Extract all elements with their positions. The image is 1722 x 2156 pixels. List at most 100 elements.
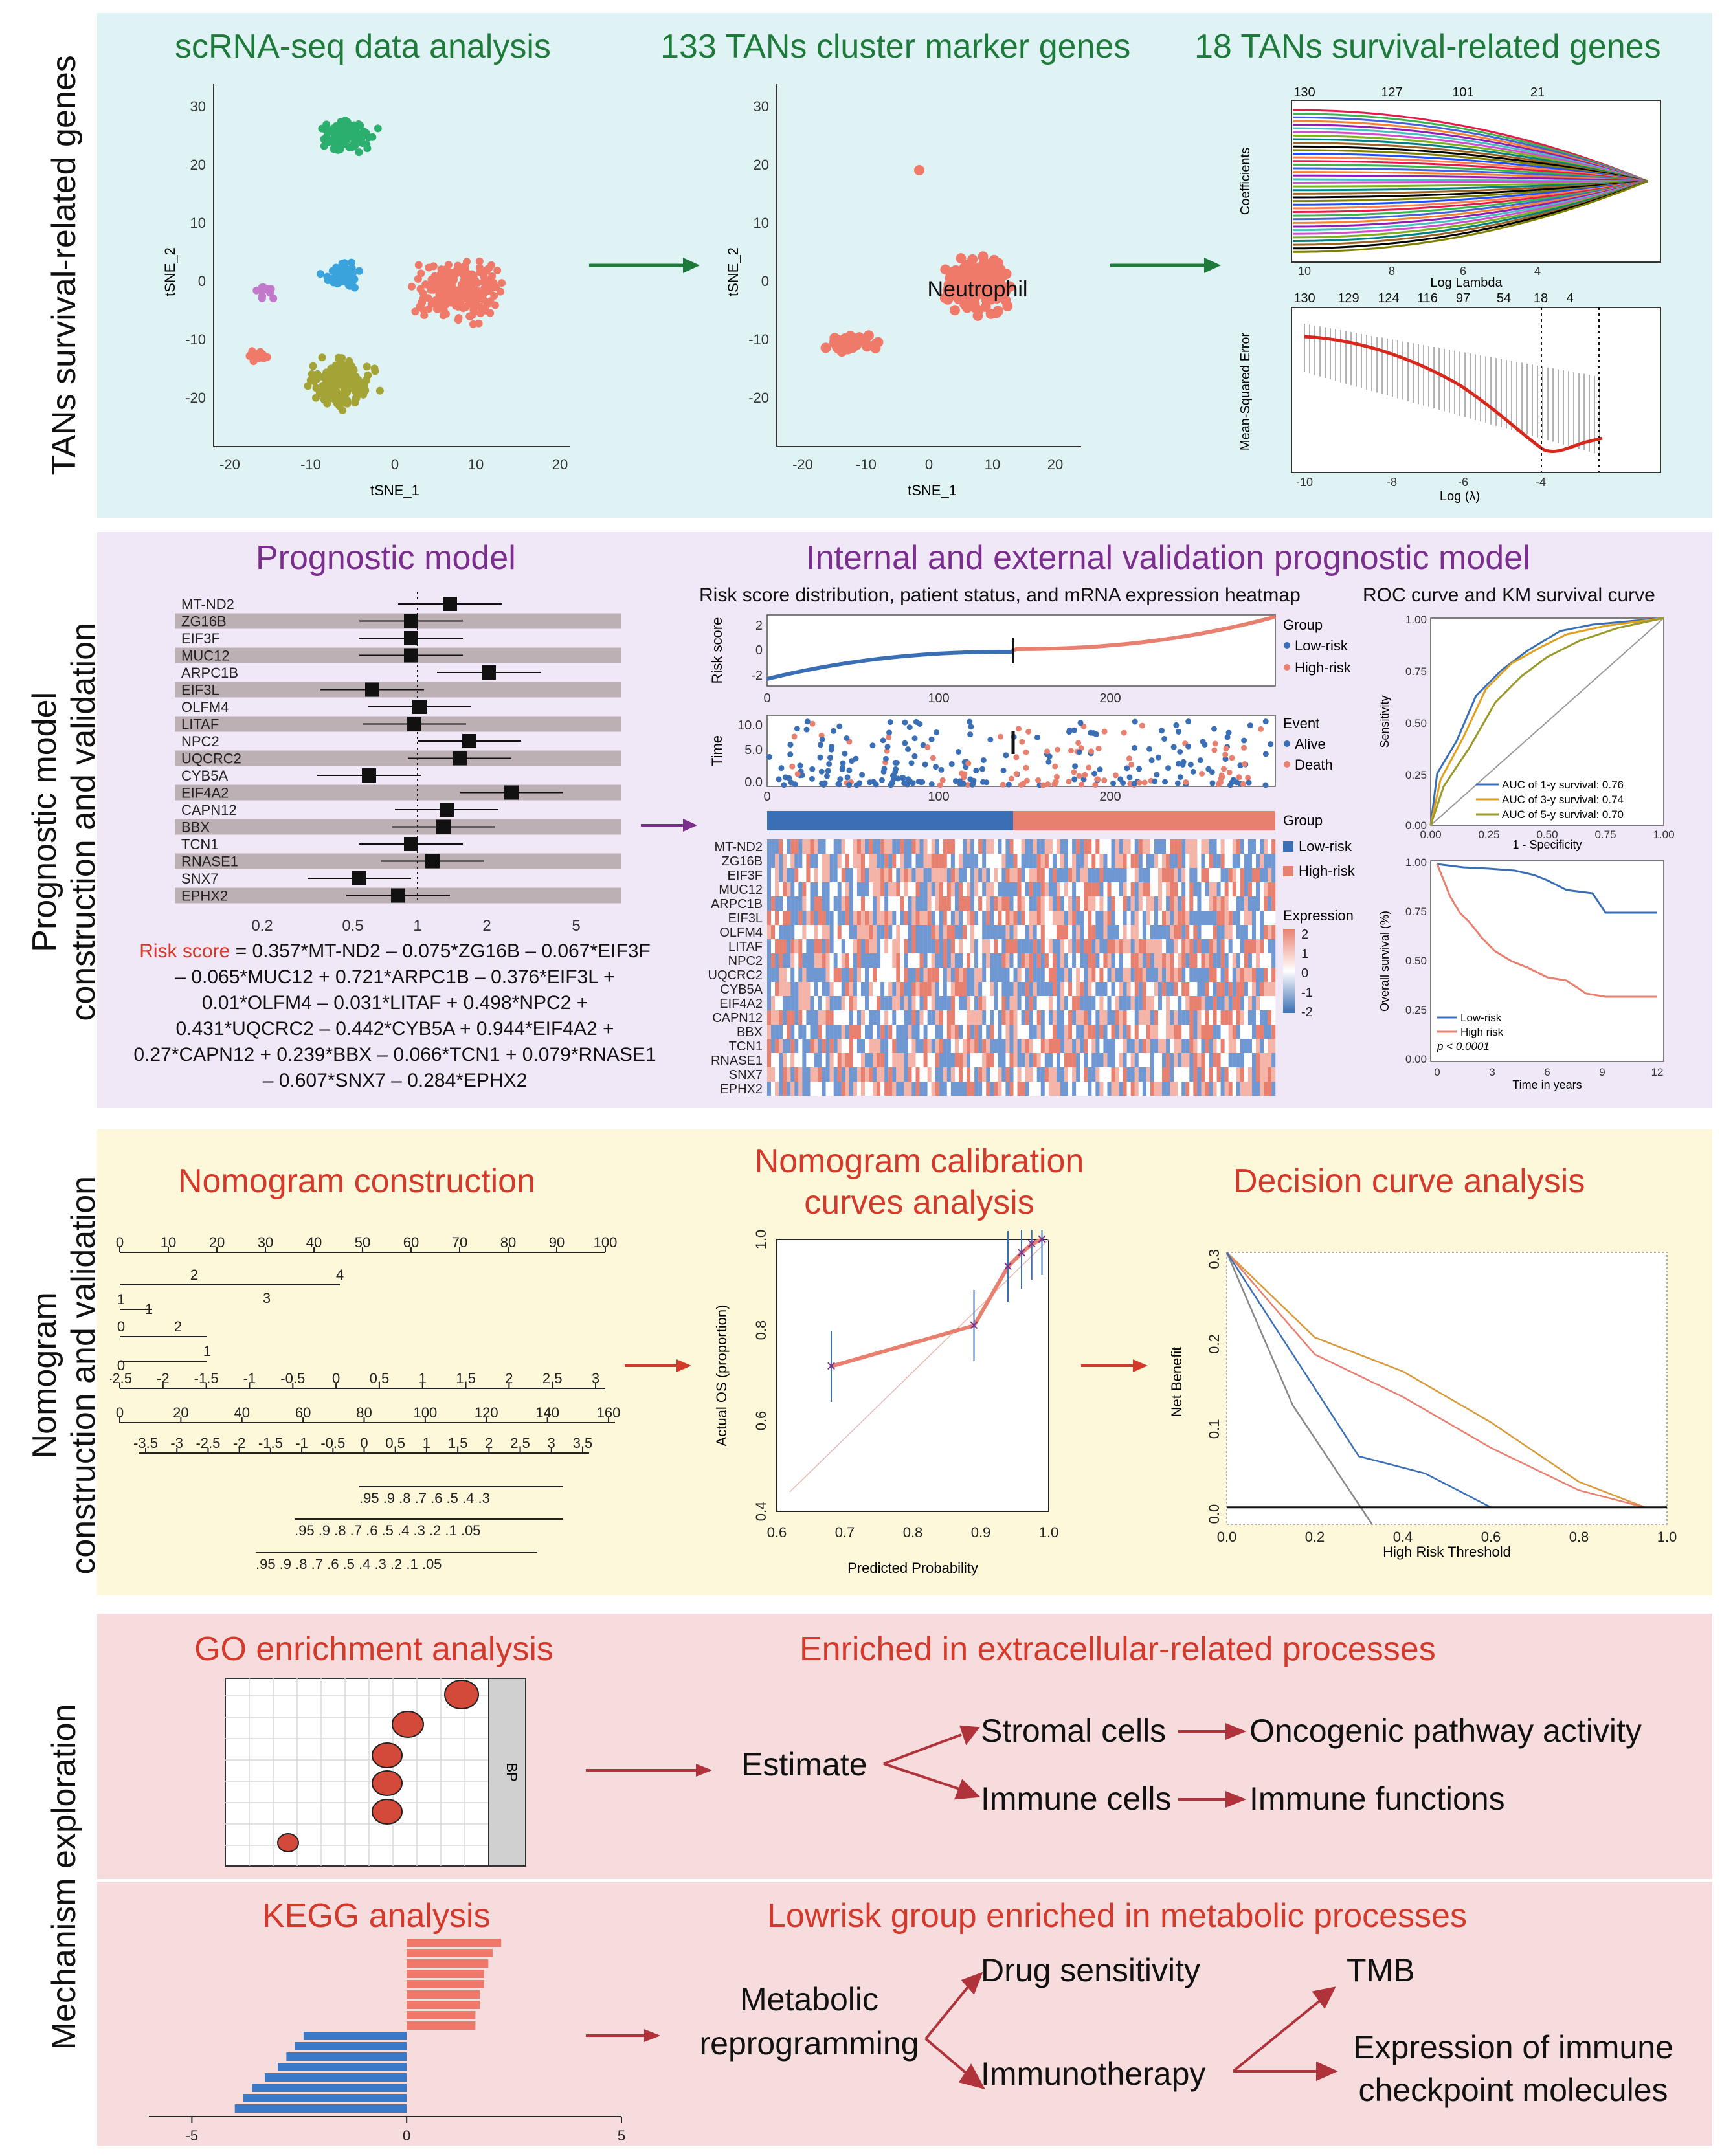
heatmap-cell	[841, 882, 845, 896]
nomogram-tick-label: 120	[475, 1405, 498, 1421]
kegg-bar	[407, 1990, 480, 1999]
heatmap-cell	[1228, 1067, 1233, 1082]
forest-gene-label: RNASE1	[181, 854, 238, 870]
heatmap-cell	[775, 1067, 779, 1082]
heatmap-cell	[1158, 953, 1163, 968]
heatmap-cell	[853, 953, 857, 968]
heatmap-cell	[802, 953, 807, 968]
heatmap-cell	[1036, 868, 1041, 882]
heatmap-cell	[1052, 953, 1057, 968]
heatmap-cell	[794, 1082, 799, 1096]
heatmap-cell	[982, 1053, 987, 1067]
heatmap-cell	[994, 854, 998, 868]
heatmap-cell	[1072, 882, 1077, 896]
heatmap-cell	[833, 939, 838, 953]
heatmap-cell	[1138, 1082, 1143, 1096]
status-point	[1110, 780, 1117, 786]
heatmap-cell	[935, 925, 939, 939]
heatmap-cell	[1209, 939, 1213, 953]
heatmap-cell	[1119, 982, 1123, 996]
heatmap-cell	[963, 968, 967, 982]
heatmap-cell	[1260, 1010, 1264, 1025]
heatmap-cell	[1213, 1067, 1217, 1082]
heatmap-cell	[794, 868, 799, 882]
heatmap-cell	[1115, 1039, 1119, 1053]
nomogram-tick-label: 1	[419, 1370, 427, 1386]
heatmap-cell	[1009, 1053, 1014, 1067]
heatmap-cell	[1197, 839, 1202, 854]
heatmap-cell	[1138, 896, 1143, 911]
status-point	[1209, 780, 1216, 786]
heatmap-cell	[982, 839, 987, 854]
heatmap-cell	[1111, 911, 1115, 925]
heatmap-cell	[939, 1039, 943, 1053]
heatmap-cell	[1088, 939, 1092, 953]
heatmap-cell	[1119, 925, 1123, 939]
heatmap-cell	[1201, 882, 1205, 896]
heatmap-cell	[845, 1025, 849, 1039]
heatmap-cell	[837, 854, 842, 868]
heatmap-cell	[994, 925, 998, 939]
heatmap-cell	[783, 1053, 787, 1067]
heatmap-cell	[1213, 939, 1217, 953]
title-go: GO enrichment analysis	[194, 1630, 554, 1668]
heatmap-cell	[1162, 1010, 1167, 1025]
heatmap-cell	[873, 939, 877, 953]
svg-text:-20: -20	[792, 456, 813, 472]
heatmap-cell	[1036, 1082, 1041, 1096]
heatmap-cell	[1111, 868, 1115, 882]
heatmap-cell	[1099, 854, 1104, 868]
status-point	[1095, 776, 1101, 783]
heatmap-cell	[814, 939, 818, 953]
heatmap-cell	[818, 1025, 822, 1039]
heatmap-cell	[1201, 996, 1205, 1010]
status-point	[1185, 718, 1192, 725]
heatmap-cell	[1213, 996, 1217, 1010]
status-point	[819, 736, 825, 742]
heatmap-cell	[1025, 896, 1029, 911]
heatmap-cell	[986, 968, 990, 982]
heatmap-cell	[990, 1025, 994, 1039]
heatmap-cell	[1033, 996, 1037, 1010]
heatmap-cell	[946, 996, 951, 1010]
heatmap-cell	[1240, 1053, 1244, 1067]
heatmap-cell	[822, 925, 826, 939]
status-point	[887, 719, 893, 726]
heatmap-cell	[1162, 982, 1167, 996]
heatmap-cell	[1056, 1025, 1061, 1039]
status-point	[1220, 766, 1227, 772]
heatmap-cell	[1040, 953, 1045, 968]
heatmap-cell	[1228, 896, 1233, 911]
heatmap-cell	[1240, 953, 1244, 968]
svg-text:9: 9	[1599, 1066, 1605, 1078]
heatmap-cell	[1060, 982, 1065, 996]
heatmap-cell	[1001, 868, 1006, 882]
heatmap-cell	[1209, 911, 1213, 925]
heatmap-cell	[1178, 868, 1182, 882]
heatmap-cell	[994, 1039, 998, 1053]
heatmap-cell	[923, 896, 928, 911]
heatmap-cell	[798, 1082, 803, 1096]
heatmap-cell	[1033, 911, 1037, 925]
heatmap-cell	[802, 868, 807, 882]
heatmap-cell	[1247, 1039, 1253, 1053]
heatmap-cell	[1224, 996, 1229, 1010]
heatmap-cell	[1021, 1067, 1025, 1082]
heatmap-cell	[1126, 854, 1131, 868]
heatmap-cell	[974, 982, 979, 996]
heatmap-cell	[1009, 939, 1014, 953]
svg-text:-4: -4	[1536, 476, 1546, 489]
heatmap-cell	[845, 982, 849, 996]
heatmap-cell	[767, 1067, 772, 1082]
heatmap-cell	[829, 854, 834, 868]
heatmap-cell	[1076, 982, 1080, 996]
svg-text:.95 .9 .8 .7 .6 .5 .4 .3 .2 .1: .95 .9 .8 .7 .6 .5 .4 .3 .2 .1 .05	[256, 1556, 442, 1572]
heatmap-cell	[822, 1067, 826, 1082]
status-point	[799, 772, 805, 779]
heatmap-cell	[896, 953, 900, 968]
heatmap-cell	[1224, 1067, 1229, 1082]
heatmap-cell	[1099, 1010, 1104, 1025]
heatmap-cell	[1033, 854, 1037, 868]
heatmap-cell	[998, 939, 1002, 953]
heatmap-cell	[1162, 1039, 1167, 1053]
